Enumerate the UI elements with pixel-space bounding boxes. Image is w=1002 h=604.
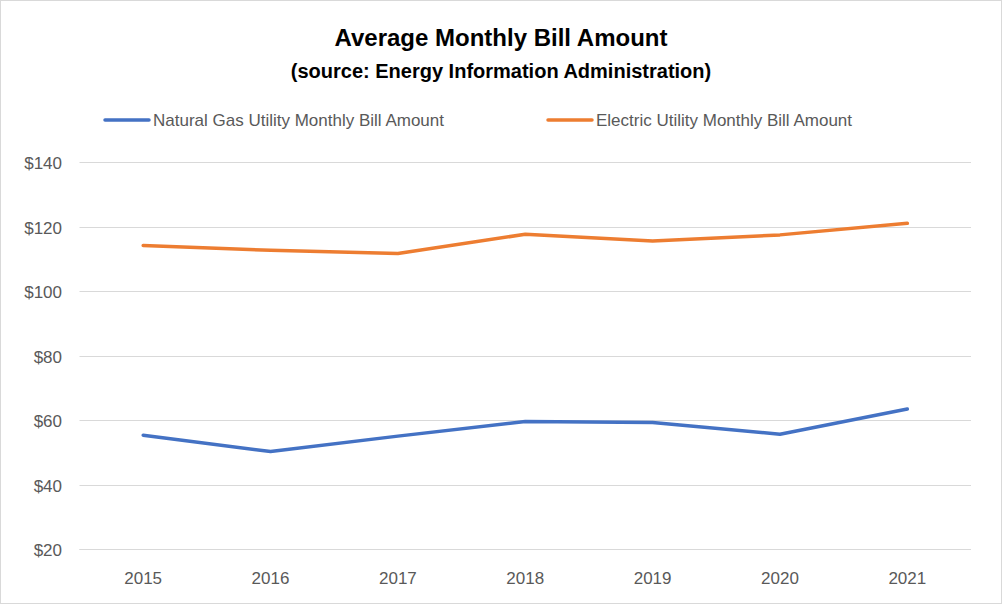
legend: Natural Gas Utility Monthly Bill Amount E… (105, 111, 852, 130)
x-tick-label: 2020 (761, 569, 799, 588)
x-tick-label: 2016 (252, 569, 290, 588)
grid-line (80, 356, 972, 357)
y-tick-label: $60 (34, 412, 62, 431)
title: Average Monthly Bill Amount (335, 24, 668, 51)
series-lines (143, 223, 907, 451)
grid-line (80, 291, 972, 292)
legend-label: Natural Gas Utility Monthly Bill Amount (153, 111, 444, 130)
chart: Average Monthly Bill Amount (source: Ener… (0, 0, 1002, 604)
x-tick-label: 2019 (634, 569, 672, 588)
legend-key (548, 118, 592, 122)
x-tick-label: 2021 (888, 569, 926, 588)
subtitle: (source: Energy Information Administrati… (291, 60, 711, 82)
chart-frame (1, 1, 1002, 604)
y-tick-label: $100 (24, 283, 62, 302)
x-tick-label: 2015 (124, 569, 162, 588)
series-line (143, 223, 907, 253)
x-tick-label: 2017 (379, 569, 417, 588)
y-tick-label: $40 (34, 477, 62, 496)
legend-key (105, 118, 149, 122)
grid-line (80, 162, 972, 163)
y-tick-label: $120 (24, 219, 62, 238)
y-tick-label: $80 (34, 348, 62, 367)
y-tick-label: $20 (34, 541, 62, 560)
grid (80, 163, 972, 550)
legend-label: Electric Utility Monthly Bill Amount (596, 111, 852, 130)
series-line (143, 409, 907, 452)
x-axis-line (80, 549, 972, 550)
grid-line (80, 485, 972, 486)
grid-line (80, 549, 972, 550)
x-tick-label: 2018 (506, 569, 544, 588)
grid-line (80, 227, 972, 228)
y-tick-label: $140 (24, 154, 62, 173)
